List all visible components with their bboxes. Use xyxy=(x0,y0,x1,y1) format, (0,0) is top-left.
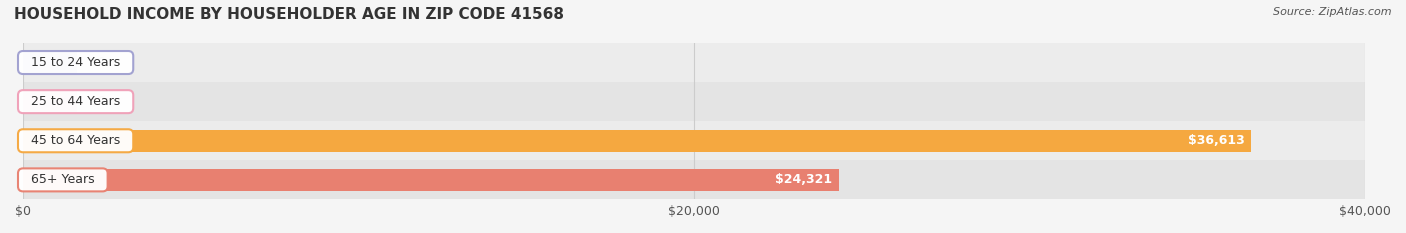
Text: 65+ Years: 65+ Years xyxy=(22,173,103,186)
Bar xyxy=(0,160,1406,199)
Bar xyxy=(22,52,77,73)
Text: 25 to 44 Years: 25 to 44 Years xyxy=(22,95,128,108)
Bar xyxy=(0,43,1406,82)
Bar xyxy=(0,121,1406,160)
Text: $36,613: $36,613 xyxy=(1188,134,1244,147)
Text: $0: $0 xyxy=(90,95,105,108)
Bar xyxy=(22,130,1251,151)
Text: HOUSEHOLD INCOME BY HOUSEHOLDER AGE IN ZIP CODE 41568: HOUSEHOLD INCOME BY HOUSEHOLDER AGE IN Z… xyxy=(14,7,564,22)
Text: $24,321: $24,321 xyxy=(775,173,832,186)
Bar xyxy=(0,82,1406,121)
Text: Source: ZipAtlas.com: Source: ZipAtlas.com xyxy=(1274,7,1392,17)
Text: 15 to 24 Years: 15 to 24 Years xyxy=(22,56,128,69)
Bar xyxy=(22,91,77,112)
Bar xyxy=(22,169,839,191)
Text: $0: $0 xyxy=(90,56,105,69)
Text: 45 to 64 Years: 45 to 64 Years xyxy=(22,134,128,147)
